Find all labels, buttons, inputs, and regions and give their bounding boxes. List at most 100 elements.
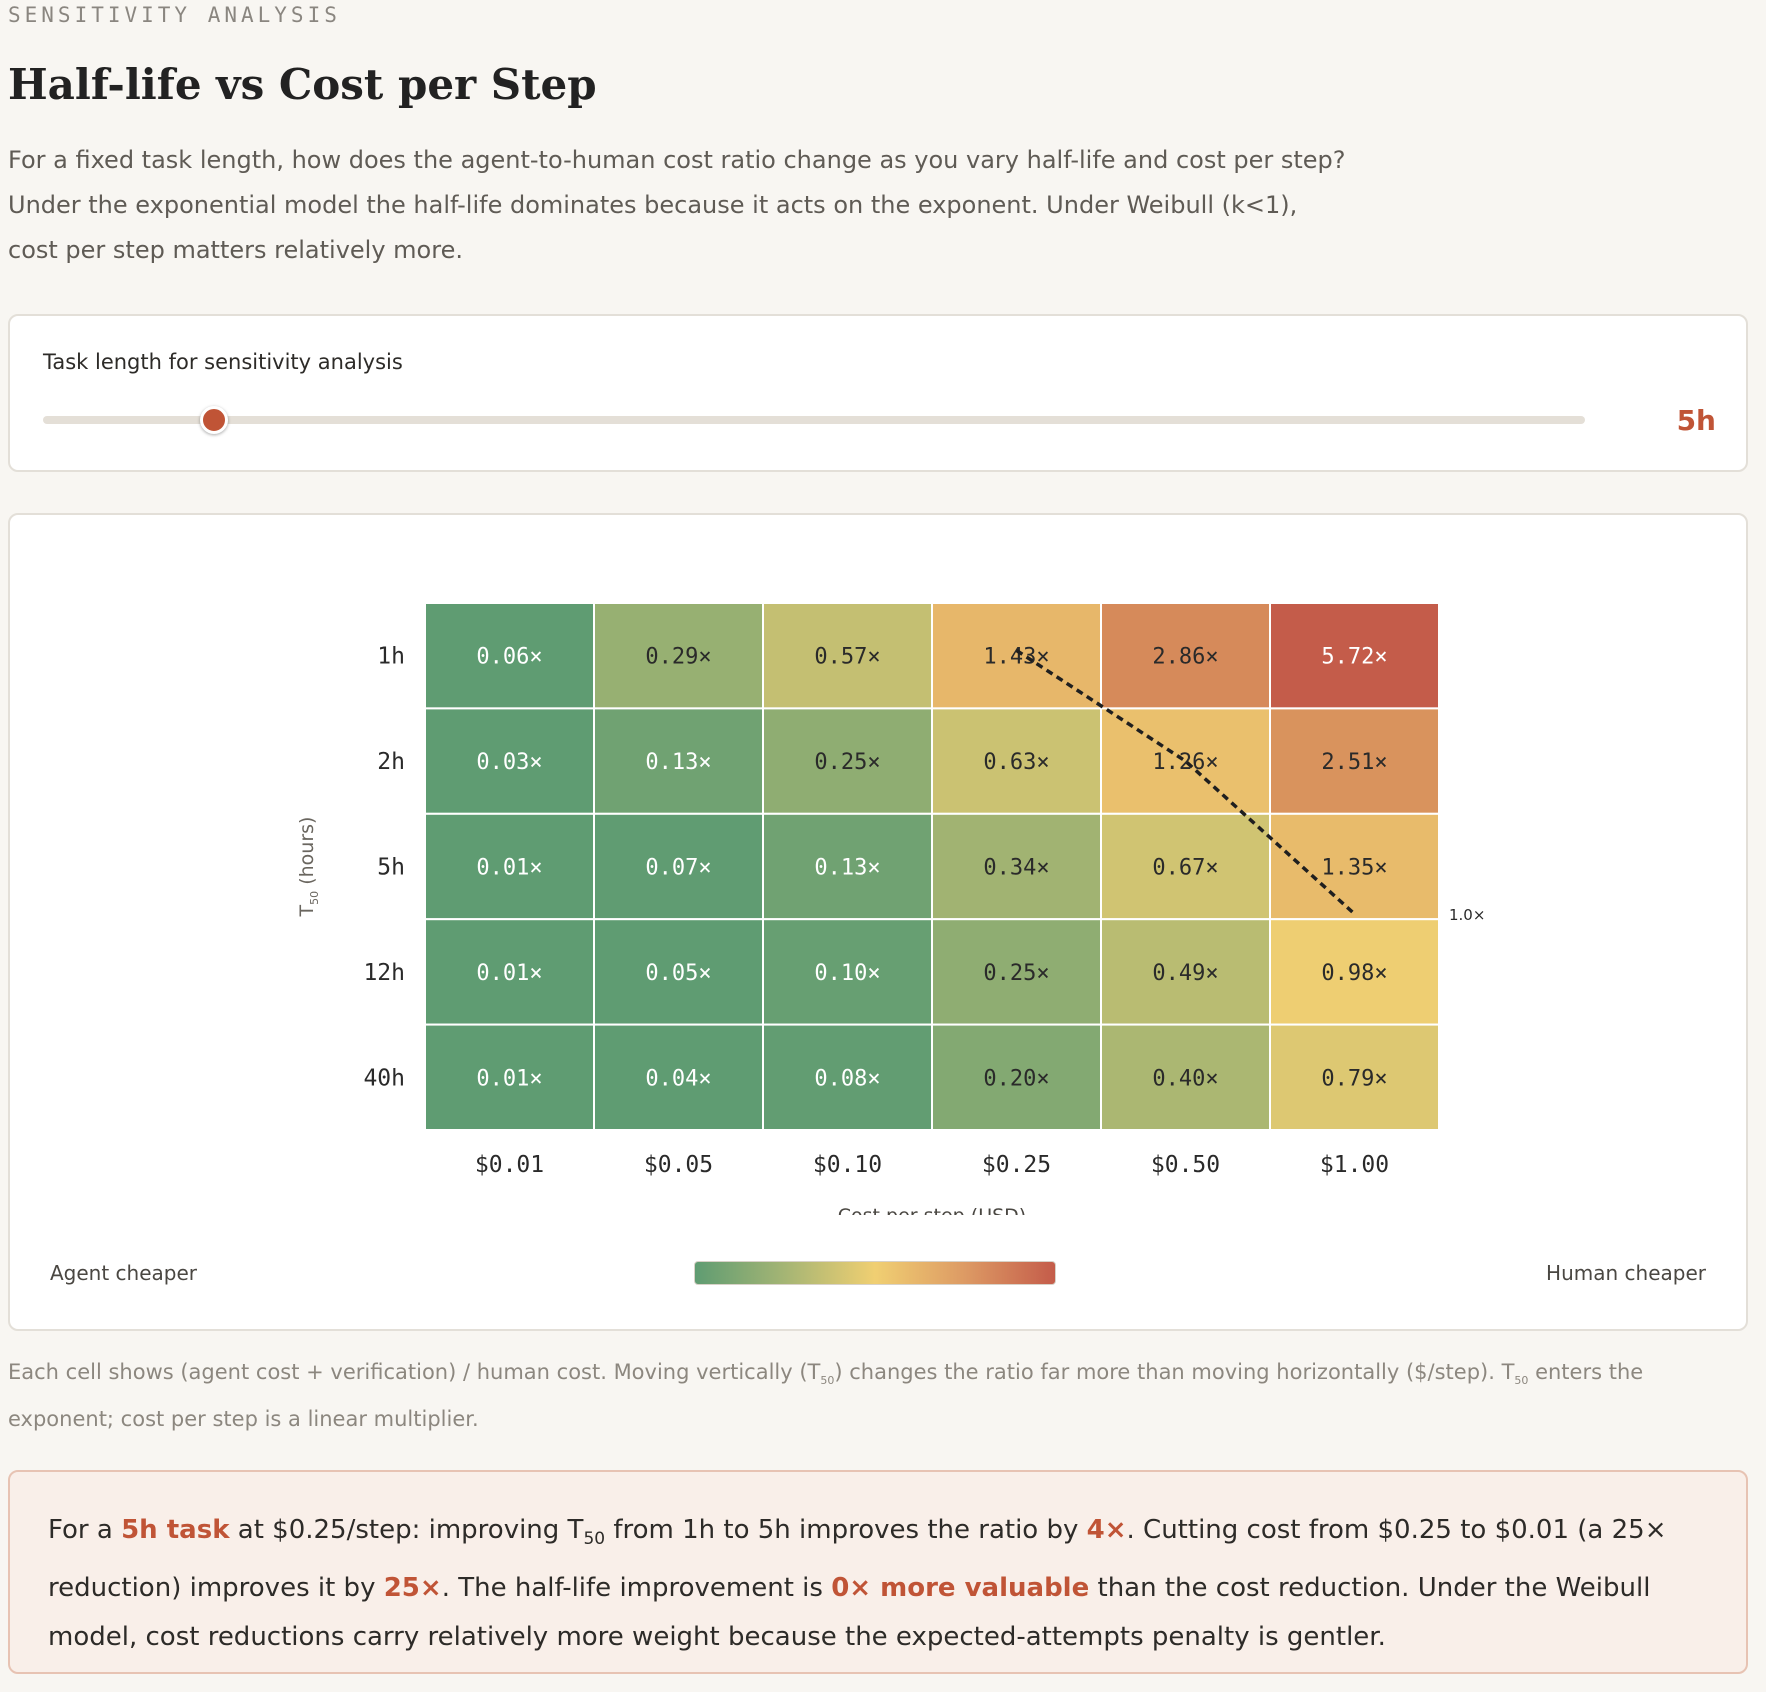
heatmap-cell: [931, 812, 1102, 921]
heatmap-cell: [931, 918, 1102, 1026]
heatmap-cell: [762, 918, 933, 1026]
callout-highlight: 0× more valuable: [831, 1573, 1090, 1604]
heatmap-cell: [1100, 812, 1271, 921]
heatmap-cell: [1269, 918, 1440, 1026]
callout-text: For a: [48, 1515, 122, 1545]
row-tick-label: 5h: [377, 855, 405, 881]
cell-value-label: 0.13×: [814, 856, 880, 881]
slider-value: 5h: [1676, 404, 1716, 437]
cell-value-label: 0.10×: [814, 961, 880, 986]
cell-value-label: 0.63×: [983, 750, 1049, 775]
section-eyebrow: SENSITIVITY ANALYSIS: [8, 3, 341, 27]
cell-value-label: 0.01×: [476, 961, 542, 986]
cell-value-label: 0.34×: [983, 856, 1049, 881]
cell-value-label: 0.57×: [814, 645, 880, 670]
page-title: Half-life vs Cost per Step: [8, 60, 597, 109]
heatmap-cell: [1269, 812, 1440, 921]
column-tick-label: $0.05: [644, 1152, 713, 1178]
row-tick-label: 40h: [363, 1065, 405, 1091]
cell-value-label: 0.40×: [1152, 1066, 1218, 1091]
heatmap-cell: [424, 918, 595, 1026]
cell-value-label: 1.35×: [1321, 856, 1387, 881]
cell-value-label: 2.86×: [1152, 645, 1218, 670]
row-tick-label: 12h: [363, 960, 405, 986]
caption-text: enters the exponent; cost per step is a …: [8, 1360, 1644, 1432]
heatmap-cell: [593, 918, 764, 1026]
cell-value-label: 0.49×: [1152, 961, 1218, 986]
legend-human-cheaper: Human cheaper: [1546, 1261, 1706, 1285]
heatmap-cell: [424, 1023, 595, 1132]
task-length-card: Task length for sensitivity analysis 5h: [8, 314, 1748, 472]
cell-value-label: 0.13×: [645, 750, 711, 775]
heatmap-chart: 0.06× 0.29× 0.57× 1.43× 2.86× 5.72×0.03× 0.13×…: [296, 602, 1485, 1215]
insight-callout: For a 5h task at $0.25/step: improving T…: [8, 1470, 1748, 1674]
intro-line: Under the exponential model the half-lif…: [8, 191, 1298, 219]
cell-value-label: 0.04×: [645, 1066, 711, 1091]
heatmap-card: 0.06× 0.29× 0.57× 1.43× 2.86× 5.72× 0.03× 0.13×…: [8, 513, 1748, 1331]
callout-highlight: 5h task: [121, 1515, 230, 1545]
intro-line: For a fixed task length, how does the ag…: [8, 146, 1346, 174]
heatmap-cell: [1100, 918, 1271, 1026]
cell-value-label: 0.08×: [814, 1066, 880, 1091]
legend-agent-cheaper: Agent cheaper: [50, 1261, 198, 1285]
callout-highlight: 25×: [383, 1573, 442, 1604]
heatmap-cell: [424, 707, 595, 815]
x-axis-title: Cost per step (USD): [838, 1205, 1026, 1215]
cell-value-label: 0.67×: [1152, 856, 1218, 881]
heatmap-cell: [593, 602, 764, 710]
intro-text: For a fixed task length, how does the ag…: [8, 138, 1408, 273]
callout-text: at $0.25/step: improving T: [229, 1515, 584, 1545]
callout-text: than the cost reduction. Under the Weibu…: [48, 1573, 1651, 1653]
column-tick-label: $0.10: [813, 1152, 882, 1178]
heatmap-cell: [1269, 1023, 1440, 1132]
cell-value-label: 0.01×: [476, 856, 542, 881]
cell-value-label: 0.06×: [476, 645, 542, 670]
caption-text: Each cell shows (agent cost + verificati…: [8, 1360, 821, 1384]
callout-subscript: 50: [583, 1529, 606, 1550]
cell-value-label: 0.07×: [645, 856, 711, 881]
slider-label: Task length for sensitivity analysis: [43, 350, 403, 374]
intro-line: cost per step matters relatively more.: [8, 236, 463, 264]
column-tick-label: $0.25: [982, 1152, 1051, 1178]
heatmap-cell: [593, 707, 764, 815]
color-scale-bar: [694, 1261, 1056, 1285]
cell-value-label: 0.25×: [983, 961, 1049, 986]
caption-text: ) changes the ratio far more than moving…: [834, 1360, 1515, 1384]
column-tick-label: $1.00: [1320, 1152, 1389, 1178]
chart-caption: Each cell shows (agent cost + verificati…: [8, 1353, 1748, 1438]
heatmap-cell: [762, 602, 933, 710]
breakeven-label: 1.0×: [1449, 906, 1485, 924]
cell-value-label: 0.20×: [983, 1066, 1049, 1091]
row-tick-label: 1h: [377, 644, 405, 670]
heatmap-cell: [1100, 1023, 1271, 1132]
cell-value-label: 1.26×: [1152, 750, 1218, 775]
column-tick-label: $0.50: [1151, 1152, 1220, 1178]
slider-track[interactable]: [43, 416, 1585, 424]
cell-value-label: 5.72×: [1321, 645, 1387, 670]
heatmap-cell: [931, 602, 1102, 710]
callout-text: . The half-life improvement is: [441, 1573, 832, 1604]
cell-value-label: 0.01×: [476, 1066, 542, 1091]
caption-subscript: 50: [820, 1374, 835, 1388]
heatmap-cell: [593, 1023, 764, 1132]
callout-text: from 1h to 5h improves the ratio by: [605, 1515, 1087, 1545]
cell-value-label: 0.25×: [814, 750, 880, 775]
cell-value-label: 0.03×: [476, 750, 542, 775]
cell-value-label: 0.98×: [1321, 961, 1387, 986]
callout-highlight: 4×: [1086, 1515, 1127, 1545]
cell-value-label: 0.79×: [1321, 1066, 1387, 1091]
heatmap-cell: [424, 812, 595, 921]
cell-value-label: 0.29×: [645, 645, 711, 670]
heatmap-cell: [1269, 707, 1440, 815]
heatmap-cell: [424, 602, 595, 710]
heatmap-cell: [762, 707, 933, 815]
breakeven-line: [1015, 648, 1356, 916]
row-tick-label: 2h: [377, 749, 405, 775]
cell-value-label: 2.51×: [1321, 750, 1387, 775]
cell-value-label: 0.05×: [645, 961, 711, 986]
caption-subscript: 50: [1514, 1374, 1529, 1388]
slider-thumb[interactable]: [200, 406, 229, 434]
heatmap-cell: [931, 707, 1102, 815]
y-axis-title: T50 (hours): [296, 817, 321, 918]
callout-text: . Cutting cost from $0.25 to $0.01 (a 25…: [48, 1515, 1667, 1604]
